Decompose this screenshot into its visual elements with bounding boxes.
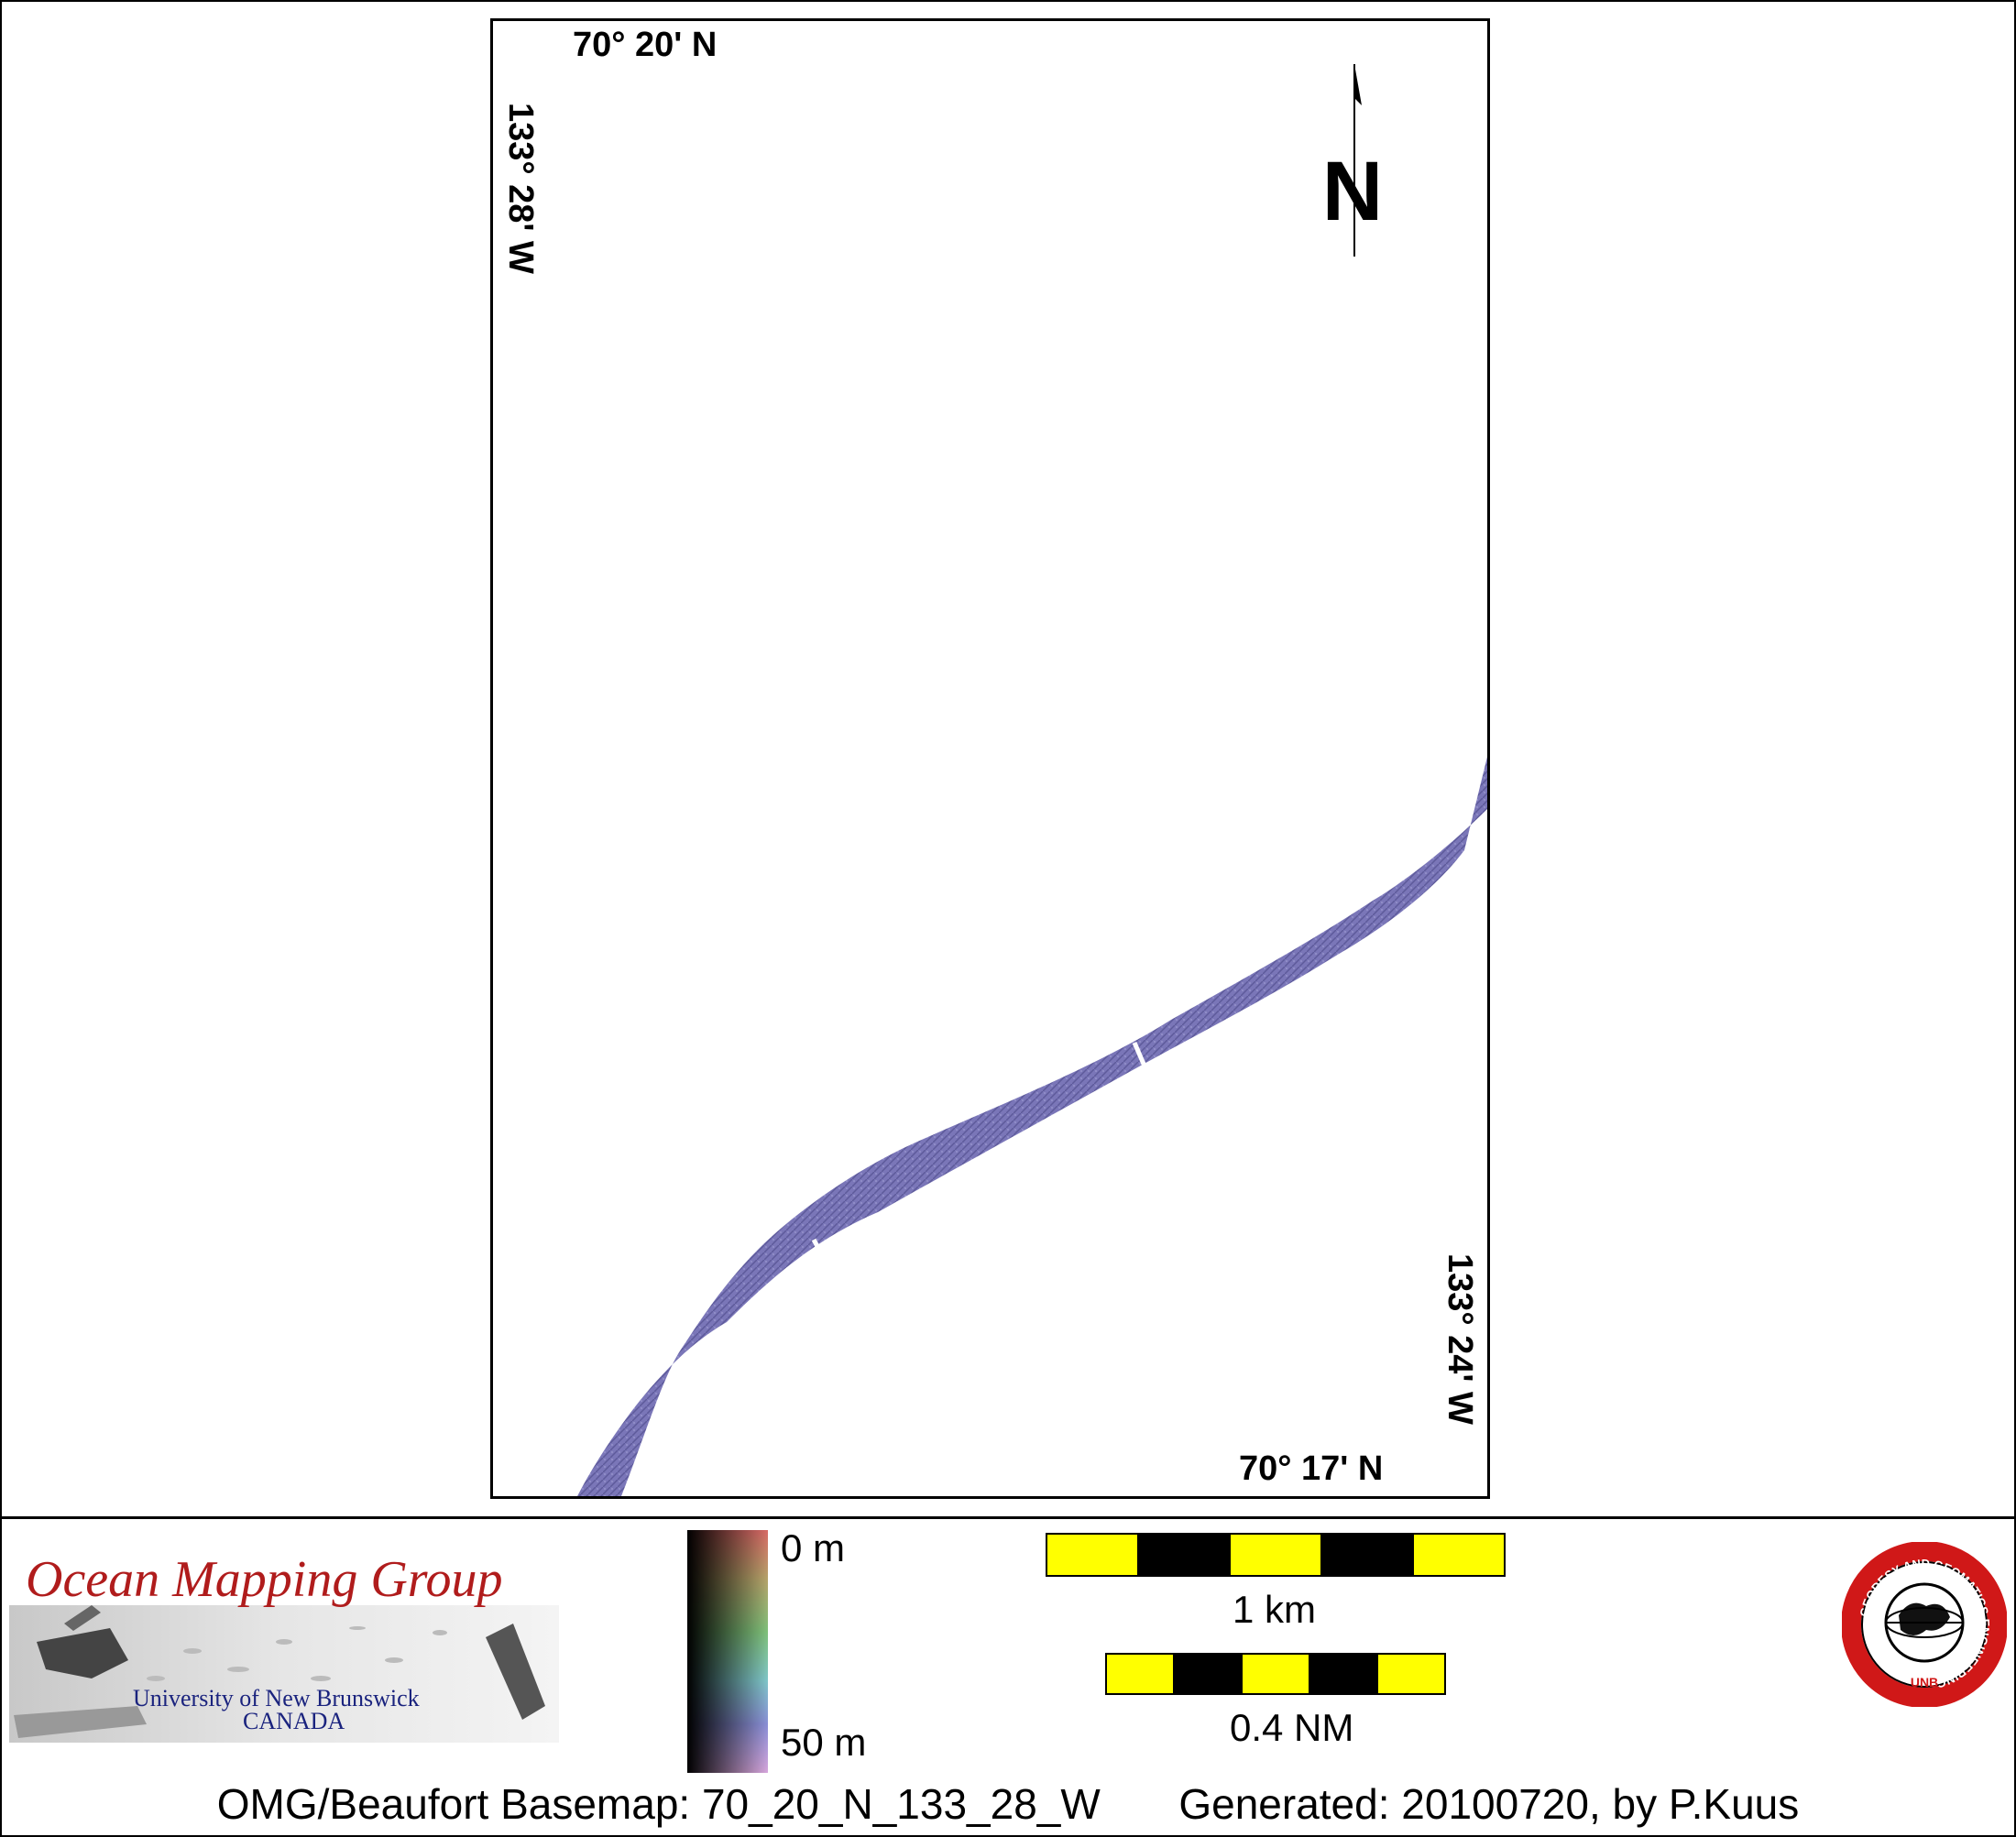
- scale-nm-label: 0.4 NM: [1230, 1706, 1354, 1749]
- scale-bar-nm: [1105, 1653, 1446, 1695]
- swath-gap: [811, 1238, 827, 1262]
- footer-divider: [0, 1516, 2016, 1519]
- omg-university: University of New Brunswick: [133, 1685, 420, 1711]
- scale-bar-km: [1046, 1533, 1506, 1577]
- seal-unb-text: UNB: [1911, 1675, 1938, 1689]
- gge-unb-seal: GEODESY AND GEOMATICS ENGINEERING UNB: [1841, 1541, 2008, 1708]
- basemap-label: OMG/Beaufort Basemap: 70_20_N_133_28_W: [216, 1780, 1101, 1828]
- omg-title: Ocean Mapping Group: [26, 1551, 503, 1608]
- swath-track: [577, 757, 1487, 1496]
- scale-km-label: 1 km: [1233, 1588, 1317, 1631]
- latitude-bottom-label: 70° 17' N: [1239, 1449, 1384, 1488]
- generated-label: Generated: 20100720, by P.Kuus: [1178, 1780, 1800, 1828]
- ocean-mapping-group-logo: Ocean Mapping Group University of New Br…: [9, 1541, 559, 1743]
- longitude-left-label: 133° 28' W: [501, 103, 540, 274]
- north-arrow-icon: N: [1322, 64, 1383, 257]
- longitude-right-label: 133° 24' W: [1441, 1253, 1479, 1425]
- latitude-top-label: 70° 20' N: [573, 26, 718, 64]
- bathymetry-swath: [577, 757, 1487, 1496]
- depth-top-label: 0 m: [781, 1526, 846, 1569]
- swath-gap: [1132, 1042, 1151, 1076]
- north-label: N: [1322, 145, 1383, 238]
- swath-gap: [711, 1357, 729, 1377]
- map-panel[interactable]: N: [490, 18, 1490, 1499]
- footer-caption: OMG/Beaufort Basemap: 70_20_N_133_28_W G…: [0, 1779, 2016, 1829]
- depth-color-bar: [687, 1530, 768, 1773]
- depth-bottom-label: 50 m: [781, 1721, 867, 1764]
- omg-country: CANADA: [243, 1708, 345, 1734]
